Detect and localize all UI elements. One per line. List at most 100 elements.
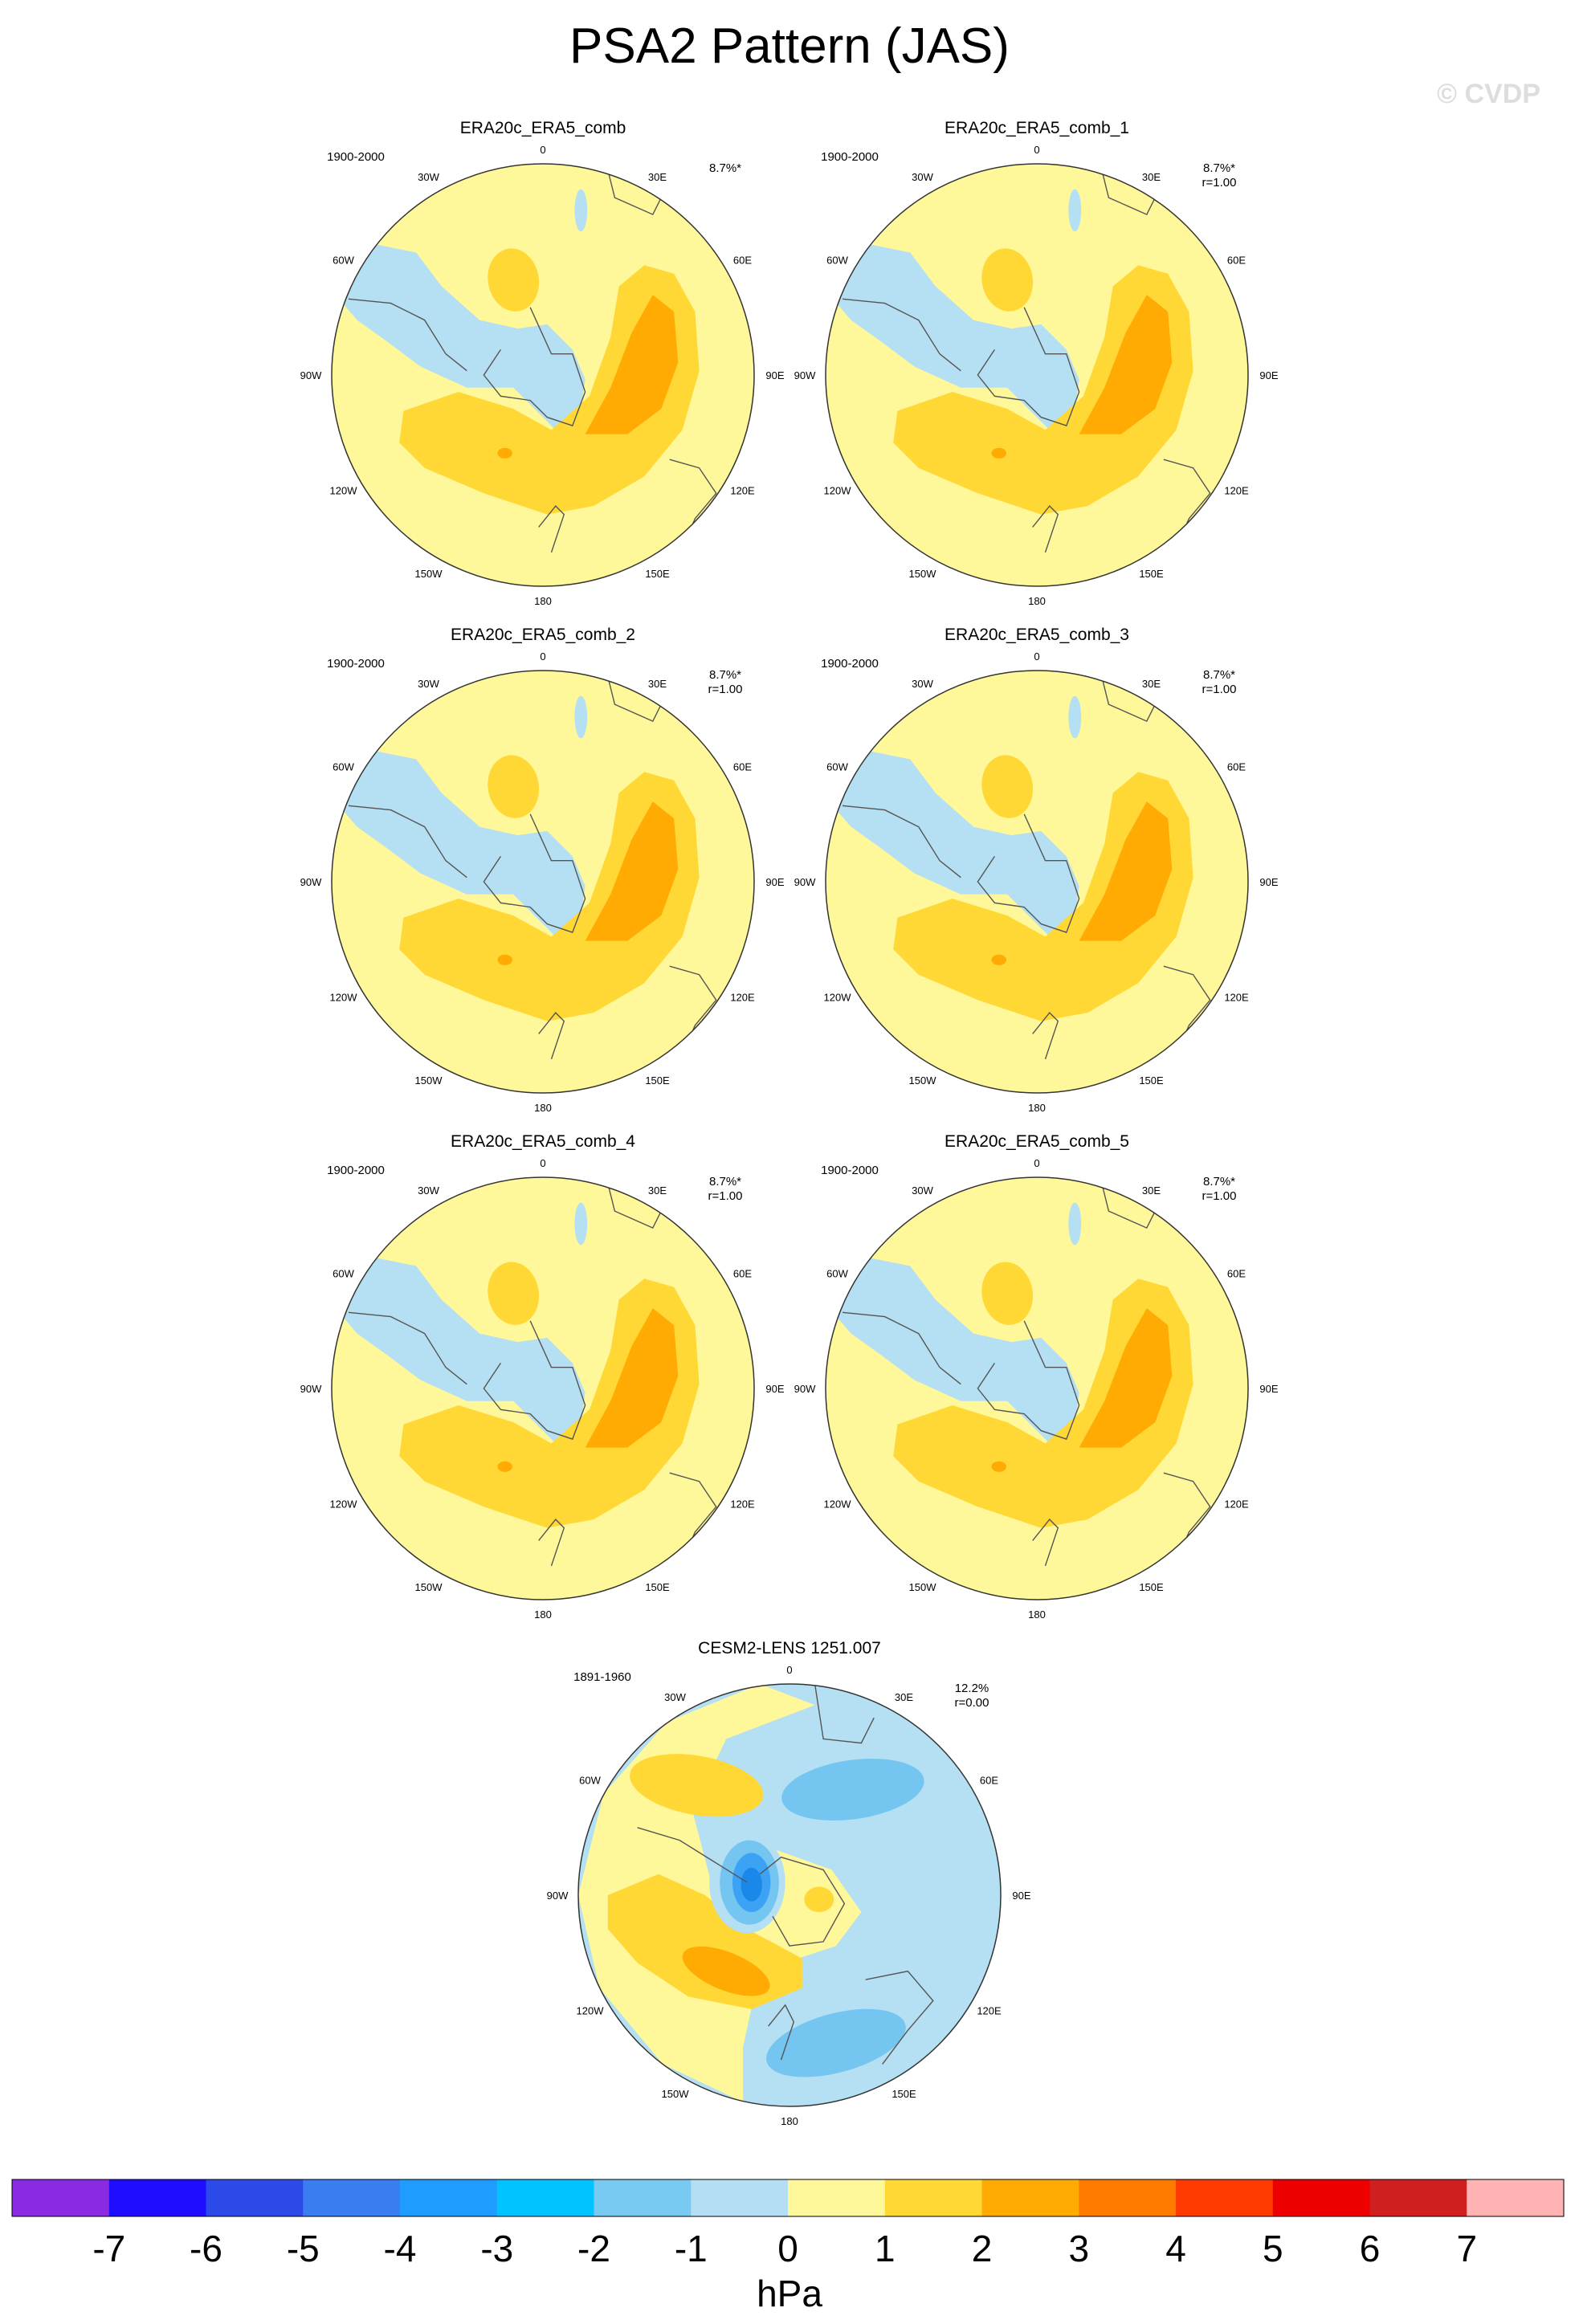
colorbar-tick-label: 4	[1165, 2228, 1186, 2269]
positive-blob-atlantic	[981, 1262, 1034, 1325]
lon-label: 150E	[645, 1074, 670, 1087]
panel-era20c-era5-comb-4: ERA20c_ERA5_comb_4 1900-2000 8.7%*r=1.00 0 3…	[300, 1132, 785, 1621]
panel-period: 1900-2000	[821, 1164, 879, 1177]
lon-label: 120W	[824, 992, 852, 1004]
lon-label: 30W	[418, 171, 439, 183]
lon-label: 90W	[300, 369, 322, 381]
lon-label: 120E	[730, 1498, 755, 1511]
lon-label: 60E	[1227, 255, 1246, 267]
lon-label: 30W	[912, 171, 933, 183]
coastline	[538, 505, 565, 553]
coastline	[1032, 505, 1059, 553]
lon-label: 180	[534, 595, 552, 607]
panel-period: 1891-1960	[573, 1670, 631, 1684]
madagascar-region	[1068, 189, 1082, 232]
lon-label: 60E	[733, 1268, 752, 1280]
coastline	[606, 1177, 667, 1229]
lon-label: 150E	[892, 2088, 916, 2100]
lon-label: 30E	[895, 1691, 913, 1703]
positive-core-indian	[1079, 801, 1173, 941]
colorbar-swatch	[788, 2179, 886, 2216]
colorbar-tick-label: 6	[1360, 2228, 1381, 2269]
panel-period: 1900-2000	[821, 150, 879, 164]
panel-era20c-era5-comb-2: ERA20c_ERA5_comb_2 1900-2000 8.7%*r=1.00 0 3…	[300, 626, 785, 1114]
map-frame	[331, 670, 755, 1094]
coastline	[538, 1012, 565, 1060]
panel-era20c-era5-comb-3: ERA20c_ERA5_comb_3 1900-2000 8.7%*r=1.00 0 3…	[794, 626, 1279, 1114]
lon-label: 120E	[1224, 992, 1249, 1004]
lon-label: 120E	[1224, 1498, 1249, 1511]
coastline	[842, 1311, 961, 1385]
negative-core-4	[741, 1867, 762, 1902]
panel-pct-variance: 8.7%*	[1203, 668, 1235, 682]
colorbar-tick-label: -6	[190, 2228, 222, 2269]
coastline	[348, 298, 467, 372]
lon-label: 90W	[794, 876, 816, 888]
lon-label: 90E	[1259, 369, 1278, 381]
panel-title: ERA20c_ERA5_comb_4	[451, 1132, 635, 1151]
panel-title: ERA20c_ERA5_comb_2	[451, 626, 635, 644]
positive-horseshoe	[399, 265, 700, 515]
negative-region-antarctica	[332, 1257, 585, 1444]
positive-horseshoe	[399, 772, 700, 1021]
panel-r-value: r=1.00	[708, 683, 743, 696]
map-field	[826, 671, 1248, 1093]
colorbar-swatch	[1272, 2179, 1371, 2216]
panel-era20c-era5-comb: ERA20c_ERA5_comb 1900-2000 8.7%* 0 30E 60E 90E…	[300, 119, 785, 607]
lon-label: 30W	[664, 1691, 686, 1703]
lon-label: 120W	[330, 485, 358, 497]
lon-label: 120E	[730, 485, 755, 497]
panel-title: ERA20c_ERA5_comb_5	[945, 1132, 1129, 1151]
lon-label: 30E	[648, 171, 667, 183]
lon-label: 60E	[1227, 761, 1246, 773]
madagascar-region	[1068, 695, 1082, 739]
positive-core-pacific	[991, 954, 1006, 965]
panel-era20c-era5-comb-5: ERA20c_ERA5_comb_5 1900-2000 8.7%*r=1.00 0 3…	[794, 1132, 1279, 1621]
lon-label: 0	[786, 1664, 792, 1676]
coastline	[768, 2004, 795, 2061]
lon-label: 120W	[330, 992, 358, 1004]
colorbar-swatch	[108, 2179, 207, 2216]
positive-blob-atlantic	[488, 1262, 540, 1325]
lon-label: 90E	[1259, 876, 1278, 888]
coastline	[483, 813, 586, 933]
lon-label: 0	[1034, 650, 1039, 663]
map-field	[332, 1177, 754, 1600]
coastline	[606, 671, 667, 723]
positive-core-pacific	[991, 447, 1006, 459]
colorbar-tick-label: 1	[875, 2228, 896, 2269]
lon-label: 60W	[333, 761, 354, 773]
coastline	[348, 805, 467, 879]
colorbar: -7 -6 -5 -4 -3 -2 -1 0 1 2 3 4 5 6 7 hPa	[11, 2179, 1565, 2314]
lon-label: 150W	[909, 1074, 937, 1087]
map-field	[578, 1684, 1001, 2106]
lon-label: 90W	[300, 876, 322, 888]
lon-label: 0	[540, 1157, 545, 1169]
lon-label: 60W	[579, 1775, 601, 1787]
lon-label: 150E	[1139, 1581, 1164, 1593]
colorbar-tick-label: -1	[675, 2228, 708, 2269]
lon-label: 150W	[909, 568, 937, 580]
colorbar-swatch	[691, 2179, 789, 2216]
madagascar-region	[1068, 1202, 1082, 1246]
coastline	[759, 1856, 846, 1947]
negative-region-antarctica	[826, 243, 1079, 430]
coastline	[538, 1519, 565, 1567]
negative-blob-indian	[781, 1758, 924, 1821]
coastline	[977, 813, 1080, 933]
colorbar-swatch	[884, 2179, 983, 2216]
coastline	[814, 1684, 875, 1744]
lon-label: 60E	[733, 255, 752, 267]
lon-label: 120E	[730, 992, 755, 1004]
map-frame	[825, 1176, 1249, 1600]
positive-blob-atlantic	[981, 755, 1034, 818]
madagascar-region	[574, 695, 588, 739]
positive-horseshoe	[893, 1278, 1193, 1528]
lon-label: 0	[540, 650, 545, 663]
lon-label: 90E	[1259, 1383, 1278, 1395]
panel-r-value: r=1.00	[1202, 683, 1237, 696]
coastline	[606, 164, 667, 216]
map-field	[826, 1177, 1248, 1600]
colorbar-tick-label: -7	[92, 2228, 125, 2269]
